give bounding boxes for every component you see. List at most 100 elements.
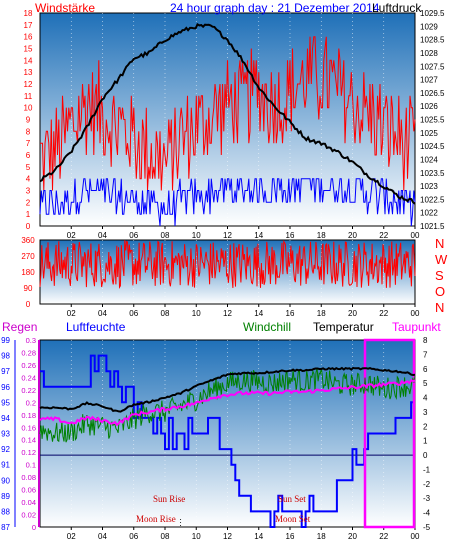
pressure-y-tick-label: 1029 — [420, 22, 438, 31]
pressure-y-tick-label: 1022 — [420, 209, 438, 218]
temp-x-tick-label: 16 — [286, 532, 295, 541]
humidity-y-tick-label: 92 — [1, 445, 10, 454]
rain-series — [363, 338, 416, 529]
wind-x-tick-label: 20 — [348, 231, 357, 240]
pressure-y-tick-label: 1024 — [420, 155, 438, 164]
temperature-humidity-plot-area — [39, 339, 416, 528]
wind-x-tick-label: 10 — [192, 231, 201, 240]
compass-w: W — [435, 252, 448, 267]
direction-x-tick-label: 10 — [192, 309, 201, 318]
rain-y-tick-label: 0.24 — [21, 373, 36, 382]
graph-date-title: 24 hour graph day : 21 Dezember 2014 — [170, 1, 380, 15]
pressure-y-tick-label: 1023.5 — [420, 169, 445, 178]
legend-taupunkt: Taupunkt — [392, 320, 441, 334]
wind-y-tick-label: 3 — [26, 187, 31, 196]
rain-y-tick-label: 0.16 — [21, 423, 36, 432]
rain-y-tick-label: 0.04 — [21, 498, 36, 507]
legend-temperatur: Temperatur — [313, 320, 374, 334]
wind-y-tick-label: 1 — [26, 210, 31, 219]
rain-y-tick-label: 0.28 — [21, 348, 36, 357]
luftdruck-title: Luftdruck — [372, 1, 422, 15]
temp-y-tick-label: 5 — [423, 379, 428, 388]
wind-y-tick-label: 12 — [24, 80, 33, 89]
wind-y-tick-label: 10 — [24, 104, 33, 113]
wind-x-tick-label: 14 — [254, 231, 263, 240]
temp-y-tick-label: -4 — [423, 509, 431, 518]
rain-y-tick-label: 0.12 — [21, 448, 36, 457]
compass-n-bottom: N — [435, 300, 445, 315]
sun-rise-label: Sun Rise — [153, 494, 186, 504]
wind-y-tick-label: 5 — [26, 163, 31, 172]
temp-x-tick-label: 14 — [254, 532, 263, 541]
wind-x-tick-label: 22 — [379, 231, 388, 240]
temp-x-tick-label: 04 — [98, 532, 107, 541]
wind-y-tick-label: 0 — [26, 222, 31, 231]
wind-x-tick-label: 12 — [223, 231, 232, 240]
pressure-y-tick-label: 1025 — [420, 129, 438, 138]
pressure-y-tick-label: 1026 — [420, 102, 438, 111]
pressure-y-tick-label: 1029.5 — [420, 9, 445, 18]
wind-x-tick-label: 04 — [98, 231, 107, 240]
humidity-y-tick-label: 98 — [1, 352, 10, 361]
direction-x-tick-label: 02 — [67, 309, 76, 318]
wind-y-tick-label: 18 — [24, 9, 33, 18]
humidity-y-tick-label: 96 — [1, 383, 10, 392]
temp-x-tick-label: 08 — [161, 532, 170, 541]
moon-set-label: Moon Set — [275, 514, 311, 524]
humidity-y-tick-label: 97 — [1, 367, 10, 376]
temp-x-tick-label: 10 — [192, 532, 201, 541]
temp-y-tick-label: -1 — [423, 465, 431, 474]
rain-y-tick-label: 0.26 — [21, 361, 36, 370]
pressure-y-tick-label: 1025.5 — [420, 116, 445, 125]
humidity-y-tick-label: 91 — [1, 461, 10, 470]
pressure-y-tick-label: 1026.5 — [420, 89, 445, 98]
humidity-y-tick-label: 94 — [1, 414, 10, 423]
humidity-y-tick-label: 89 — [1, 492, 10, 501]
wind-y-tick-label: 4 — [26, 175, 31, 184]
wind-y-tick-label: 9 — [26, 116, 31, 125]
direction-y-tick-label: 180 — [21, 268, 35, 277]
direction-x-tick-label: 04 — [98, 309, 107, 318]
wind-y-tick-label: 11 — [24, 92, 33, 101]
pressure-y-tick-label: 1024.5 — [420, 142, 445, 151]
wind-y-tick-label: 17 — [24, 21, 33, 30]
wind-x-tick-label: 00 — [411, 231, 420, 240]
direction-x-tick-label: 08 — [161, 309, 170, 318]
rain-y-tick-label: 0.22 — [21, 386, 36, 395]
wind-x-tick-label: 08 — [161, 231, 170, 240]
temperature-series — [39, 366, 416, 413]
humidity-y-tick-label: 99 — [1, 336, 10, 345]
rain-y-tick-label: 0.02 — [21, 511, 36, 520]
rain-y-tick-label: 0.08 — [21, 473, 36, 482]
direction-x-tick-label: 00 — [411, 309, 420, 318]
legend-luftfeuchte: Luftfeuchte — [66, 320, 126, 334]
direction-y-tick-label: 270 — [21, 252, 35, 261]
humidity-y-tick-label: 87 — [1, 523, 10, 532]
direction-x-tick-label: 16 — [286, 309, 295, 318]
direction-x-tick-label: 12 — [223, 309, 232, 318]
temp-x-tick-label: 22 — [379, 532, 388, 541]
legend-regen: Regen — [2, 320, 38, 334]
compass-s: S — [435, 268, 444, 283]
direction-x-tick-label: 18 — [317, 309, 326, 318]
direction-x-tick-label: 22 — [379, 309, 388, 318]
wind-y-tick-label: 13 — [24, 68, 33, 77]
temp-x-tick-label: 02 — [67, 532, 76, 541]
humidity-y-tick-label: 90 — [1, 476, 10, 485]
temp-y-tick-label: -3 — [423, 494, 431, 503]
pressure-y-tick-label: 1028.5 — [420, 36, 445, 45]
direction-y-tick-label: 0 — [26, 300, 31, 309]
taupunkt-series — [39, 378, 416, 427]
pressure-y-tick-label: 1028 — [420, 49, 438, 58]
wind-direction-series — [39, 239, 416, 289]
pressure-y-tick-label: 1022.5 — [420, 195, 445, 204]
direction-x-tick-label: 20 — [348, 309, 357, 318]
rain-y-tick-label: 0 — [32, 523, 36, 532]
temp-y-tick-label: 8 — [423, 336, 428, 345]
wind-x-tick-label: 02 — [67, 231, 76, 240]
temp-y-tick-label: 3 — [423, 408, 428, 417]
pressure-y-tick-label: 1027 — [420, 76, 438, 85]
temp-x-tick-label: 00 — [411, 532, 420, 541]
